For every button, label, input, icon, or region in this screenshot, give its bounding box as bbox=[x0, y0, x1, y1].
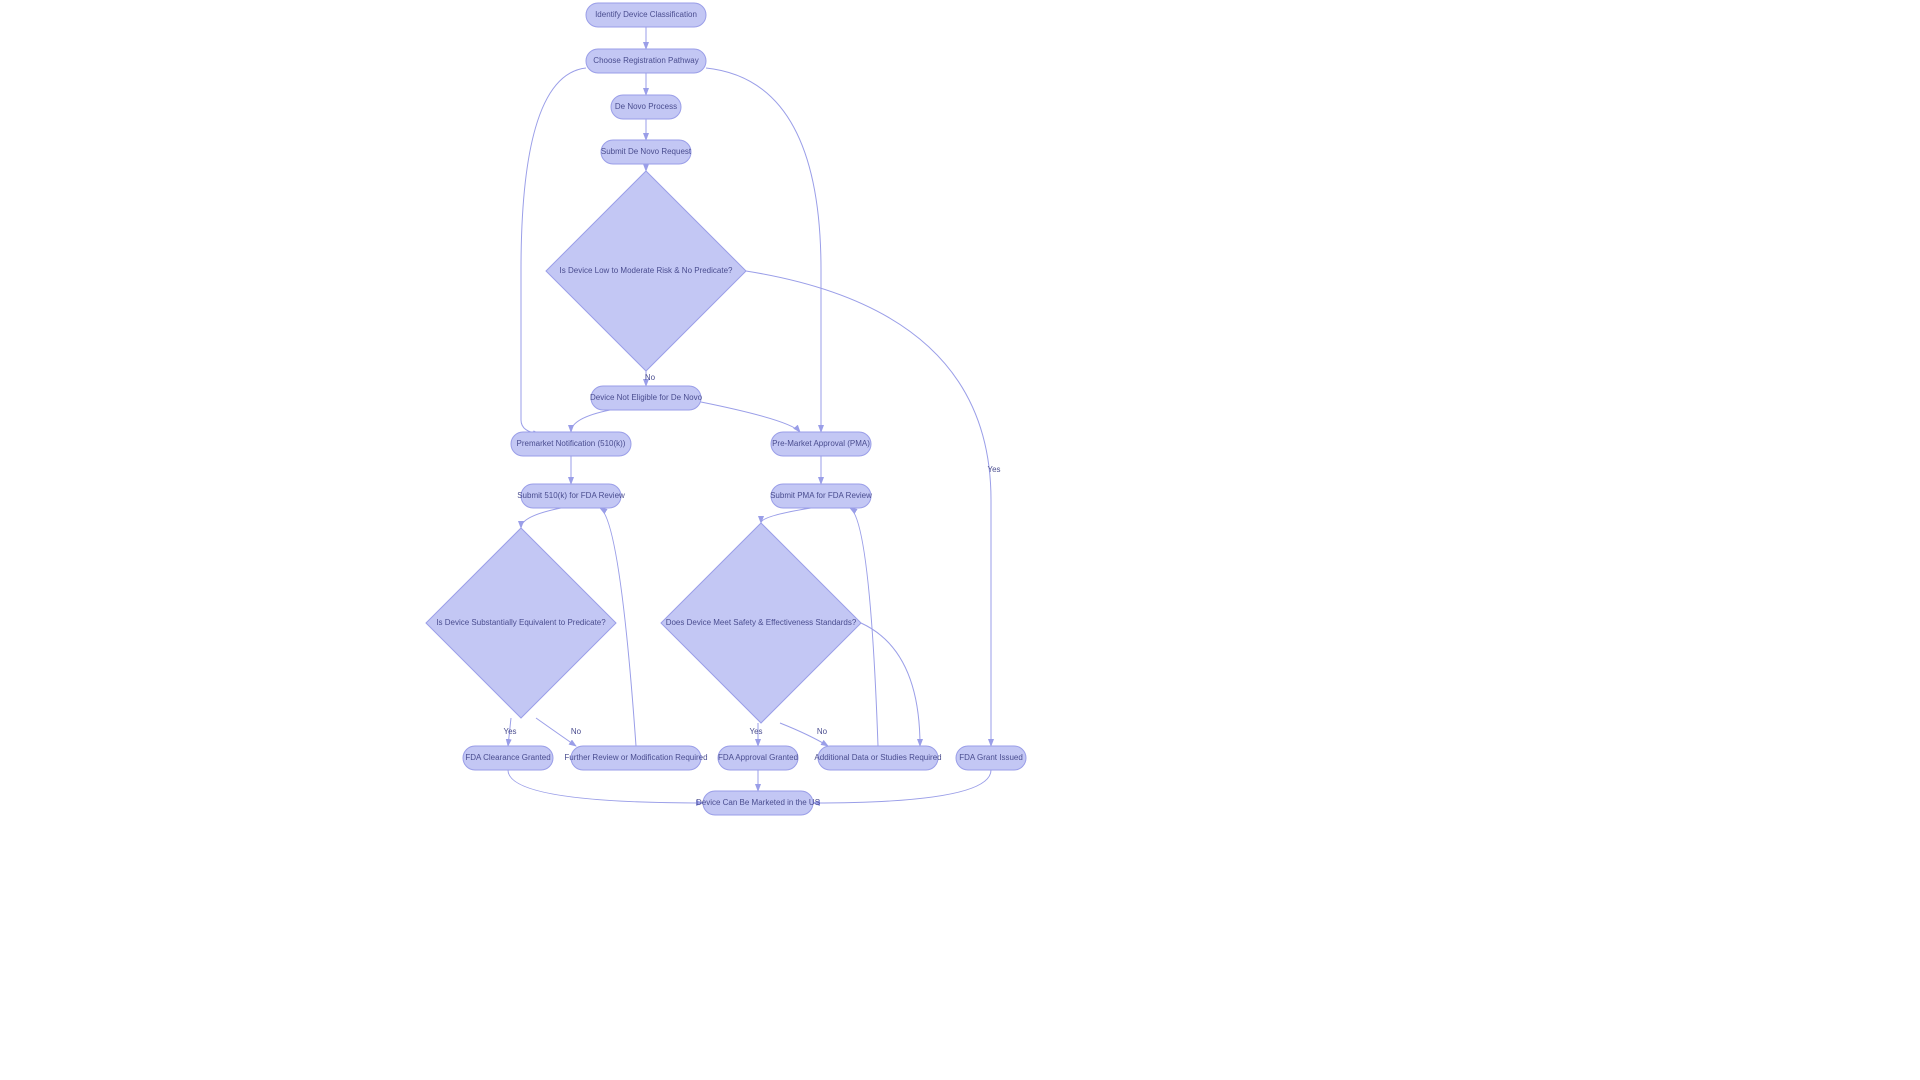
node-n6: Device Not Eligible for De Novo bbox=[590, 386, 703, 410]
node-label-n2: Choose Registration Pathway bbox=[593, 56, 698, 65]
flowchart-canvas: Identify Device Classification Choose Reg… bbox=[0, 0, 1920, 1080]
node-label-n16: Additional Data or Studies Required bbox=[814, 753, 941, 762]
node-label-n8: Pre-Market Approval (PMA) bbox=[772, 439, 870, 448]
node-label-n6: Device Not Eligible for De Novo bbox=[590, 393, 703, 402]
node-n13: FDA Clearance Granted bbox=[463, 746, 553, 770]
node-n10: Submit PMA for FDA Review bbox=[770, 484, 872, 508]
node-label-n17: FDA Grant Issued bbox=[959, 753, 1023, 762]
node-n17: FDA Grant Issued bbox=[956, 746, 1026, 770]
node-n14: Further Review or Modification Required bbox=[564, 746, 707, 770]
edge-label-e14: Yes bbox=[503, 727, 516, 736]
node-n9: Submit 510(k) for FDA Review bbox=[517, 484, 625, 508]
node-label-n7: Premarket Notification (510(k)) bbox=[517, 439, 626, 448]
edge-label-e15: No bbox=[571, 727, 582, 736]
node-label-n12: Does Device Meet Safety & Effectiveness … bbox=[666, 618, 857, 627]
node-n4: Submit De Novo Request bbox=[601, 140, 692, 164]
edge-e19 bbox=[508, 770, 703, 803]
edge-label-e17: No bbox=[817, 727, 828, 736]
node-label-n3: De Novo Process bbox=[615, 102, 677, 111]
node-label-n11: Is Device Substantially Equivalent to Pr… bbox=[436, 618, 606, 627]
node-n12: Does Device Meet Safety & Effectiveness … bbox=[661, 523, 861, 723]
edge-e12 bbox=[521, 508, 561, 528]
edge-label-e18: Yes bbox=[987, 465, 1000, 474]
edge-e24 bbox=[861, 623, 920, 746]
node-label-n10: Submit PMA for FDA Review bbox=[770, 491, 872, 500]
node-label-n9: Submit 510(k) for FDA Review bbox=[517, 491, 625, 500]
node-n8: Pre-Market Approval (PMA) bbox=[771, 432, 871, 456]
edge-e6 bbox=[571, 410, 610, 432]
node-n7: Premarket Notification (510(k)) bbox=[511, 432, 631, 456]
node-n5: Is Device Low to Moderate Risk & No Pred… bbox=[546, 171, 746, 371]
node-n16: Additional Data or Studies Required bbox=[814, 746, 941, 770]
node-label-n4: Submit De Novo Request bbox=[601, 147, 692, 156]
node-n1: Identify Device Classification bbox=[586, 3, 706, 27]
edge-label-e16: Yes bbox=[749, 727, 762, 736]
node-n11: Is Device Substantially Equivalent to Pr… bbox=[426, 528, 616, 718]
node-label-n18: Device Can Be Marketed in the US bbox=[696, 798, 820, 807]
node-label-n1: Identify Device Classification bbox=[595, 10, 697, 19]
node-n2: Choose Registration Pathway bbox=[586, 49, 706, 73]
node-label-n5: Is Device Low to Moderate Risk & No Pred… bbox=[560, 266, 734, 275]
node-label-n15: FDA Approval Granted bbox=[718, 753, 798, 762]
node-n18: Device Can Be Marketed in the US bbox=[696, 791, 820, 815]
node-label-n14: Further Review or Modification Required bbox=[564, 753, 707, 762]
node-label-n13: FDA Clearance Granted bbox=[465, 753, 550, 762]
node-n15: FDA Approval Granted bbox=[718, 746, 798, 770]
edge-e9 bbox=[701, 402, 800, 432]
edge-e21 bbox=[813, 770, 991, 803]
edge-e13 bbox=[761, 508, 811, 523]
edge-label-e5: No bbox=[645, 373, 656, 382]
node-n3: De Novo Process bbox=[611, 95, 681, 119]
